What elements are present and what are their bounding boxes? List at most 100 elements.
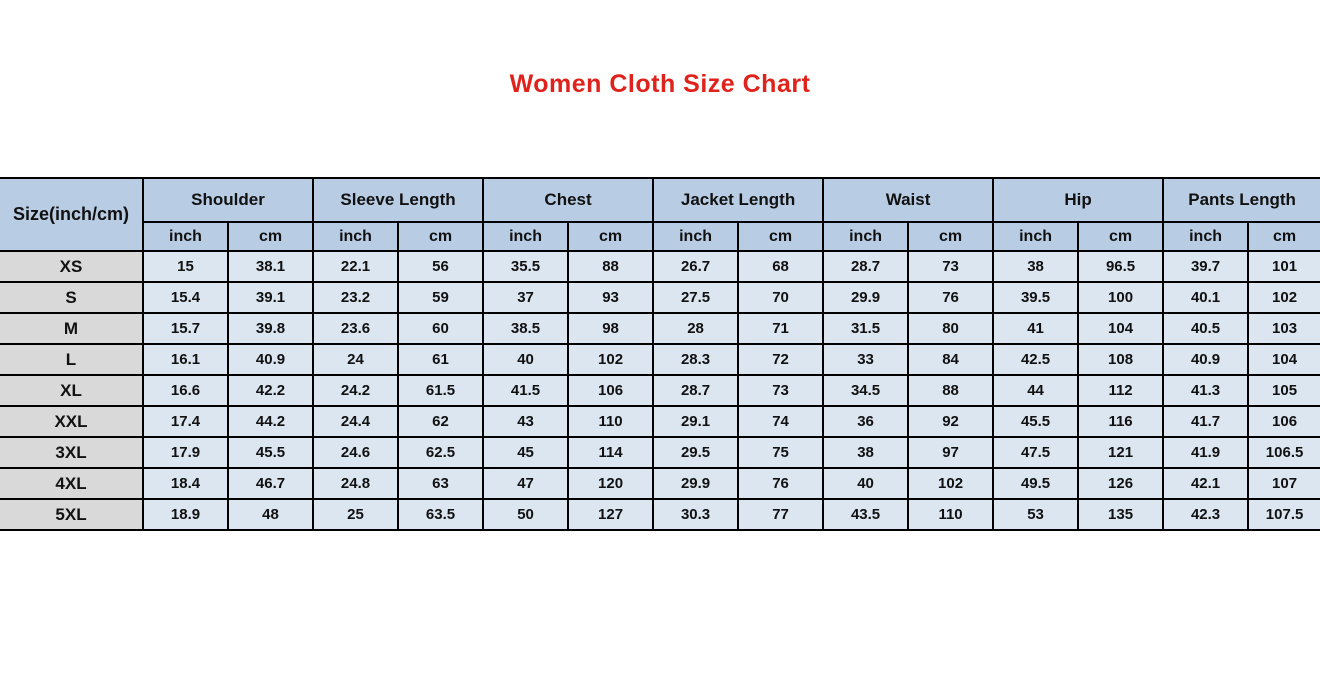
value-cell: 44.2 xyxy=(226,405,315,438)
value-cell: 97 xyxy=(907,436,995,469)
value-cell: 18.9 xyxy=(142,498,229,531)
value-cell: 29.1 xyxy=(652,405,740,438)
value-cell: 39.7 xyxy=(1162,250,1250,283)
value-cell: 28.7 xyxy=(822,250,910,283)
value-cell: 40.5 xyxy=(1162,312,1250,345)
size-label-3xl: 3XL xyxy=(0,436,144,469)
value-cell: 46.7 xyxy=(226,467,315,500)
value-cell: 56 xyxy=(397,250,485,283)
value-cell: 68 xyxy=(737,250,825,283)
value-cell: 70 xyxy=(737,281,825,314)
table-header: Size(inch/cm) Shoulder Sleeve Length Chest J… xyxy=(0,177,1320,252)
size-label-l: L xyxy=(0,343,144,376)
value-cell: 62.5 xyxy=(397,436,485,469)
value-cell: 112 xyxy=(1077,374,1165,407)
column-header-waist: Waist xyxy=(822,177,995,223)
table-row-4xl: 4XL 18.4 46.7 24.8 63 47 120 29.9 76 40 102 49.5 126… xyxy=(0,467,1320,500)
value-cell: 74 xyxy=(737,405,825,438)
value-cell: 41.9 xyxy=(1162,436,1250,469)
value-cell: 29.5 xyxy=(652,436,740,469)
value-cell: 110 xyxy=(567,405,655,438)
value-cell: 24 xyxy=(312,343,400,376)
table-row-s: S 15.4 39.1 23.2 59 37 93 27.5 70 29.9 76 39.5 100 40… xyxy=(0,281,1320,314)
value-cell: 17.4 xyxy=(142,405,229,438)
value-cell: 27.5 xyxy=(652,281,740,314)
value-cell: 28.3 xyxy=(652,343,740,376)
value-cell: 42.1 xyxy=(1162,467,1250,500)
value-cell: 28.7 xyxy=(652,374,740,407)
value-cell: 33 xyxy=(822,343,910,376)
value-cell: 39.8 xyxy=(226,312,315,345)
size-label-xs: XS xyxy=(0,250,144,283)
value-cell: 40.1 xyxy=(1162,281,1250,314)
value-cell: 98 xyxy=(567,312,655,345)
value-cell: 43 xyxy=(482,405,570,438)
value-cell: 24.4 xyxy=(312,405,400,438)
value-cell: 41.3 xyxy=(1162,374,1250,407)
value-cell: 107.5 xyxy=(1247,498,1320,531)
value-cell: 42.5 xyxy=(992,343,1080,376)
table-row-m: M 15.7 39.8 23.6 60 38.5 98 28 71 31.5 80 41 104 40.5… xyxy=(0,312,1320,345)
value-cell: 38.5 xyxy=(482,312,570,345)
value-cell: 60 xyxy=(397,312,485,345)
value-cell: 15.4 xyxy=(142,281,229,314)
size-label-5xl: 5XL xyxy=(0,498,144,531)
value-cell: 17.9 xyxy=(142,436,229,469)
value-cell: 53 xyxy=(992,498,1080,531)
value-cell: 93 xyxy=(567,281,655,314)
value-cell: 45.5 xyxy=(992,405,1080,438)
value-cell: 73 xyxy=(907,250,995,283)
value-cell: 104 xyxy=(1077,312,1165,345)
value-cell: 63.5 xyxy=(397,498,485,531)
value-cell: 40.9 xyxy=(226,343,315,376)
value-cell: 39.1 xyxy=(226,281,315,314)
unit-header-inch: inch xyxy=(1162,221,1250,252)
value-cell: 88 xyxy=(907,374,995,407)
unit-header-inch: inch xyxy=(143,221,229,252)
value-cell: 23.6 xyxy=(312,312,400,345)
value-cell: 36 xyxy=(822,405,910,438)
value-cell: 102 xyxy=(907,467,995,500)
value-cell: 102 xyxy=(1247,281,1320,314)
value-cell: 37 xyxy=(482,281,570,314)
value-cell: 39.5 xyxy=(992,281,1080,314)
value-cell: 101 xyxy=(1247,250,1320,283)
value-cell: 107 xyxy=(1247,467,1320,500)
value-cell: 110 xyxy=(907,498,995,531)
unit-header-inch: inch xyxy=(312,221,400,252)
table-row-xl: XL 16.6 42.2 24.2 61.5 41.5 106 28.7 73 34.5 88 44 1… xyxy=(0,374,1320,407)
value-cell: 15 xyxy=(142,250,229,283)
column-header-chest: Chest xyxy=(482,177,655,223)
column-header-size: Size(inch/cm) xyxy=(0,177,144,252)
table-row-3xl: 3XL 17.9 45.5 24.6 62.5 45 114 29.5 75 38 97 47.5 12… xyxy=(0,436,1320,469)
value-cell: 43.5 xyxy=(822,498,910,531)
column-header-sleeve-length: Sleeve Length xyxy=(312,177,485,223)
value-cell: 47.5 xyxy=(992,436,1080,469)
value-cell: 48 xyxy=(226,498,315,531)
value-cell: 41.7 xyxy=(1162,405,1250,438)
value-cell: 42.3 xyxy=(1162,498,1250,531)
value-cell: 47 xyxy=(482,467,570,500)
value-cell: 104 xyxy=(1247,343,1320,376)
value-cell: 135 xyxy=(1077,498,1165,531)
value-cell: 24.6 xyxy=(312,436,400,469)
value-cell: 16.1 xyxy=(142,343,229,376)
unit-header-inch: inch xyxy=(822,221,910,252)
value-cell: 63 xyxy=(397,467,485,500)
unit-header-cm: cm xyxy=(737,221,825,252)
unit-header-inch: inch xyxy=(652,221,740,252)
value-cell: 114 xyxy=(567,436,655,469)
value-cell: 22.1 xyxy=(312,250,400,283)
unit-header-cm: cm xyxy=(226,221,315,252)
size-chart-table: Size(inch/cm) Shoulder Sleeve Length Chest J… xyxy=(0,177,1320,531)
value-cell: 15.7 xyxy=(142,312,229,345)
value-cell: 84 xyxy=(907,343,995,376)
value-cell: 103 xyxy=(1247,312,1320,345)
value-cell: 40 xyxy=(822,467,910,500)
value-cell: 71 xyxy=(737,312,825,345)
column-header-pants-length: Pants Length xyxy=(1162,177,1320,223)
value-cell: 44 xyxy=(992,374,1080,407)
value-cell: 38.1 xyxy=(226,250,315,283)
value-cell: 102 xyxy=(567,343,655,376)
value-cell: 59 xyxy=(397,281,485,314)
